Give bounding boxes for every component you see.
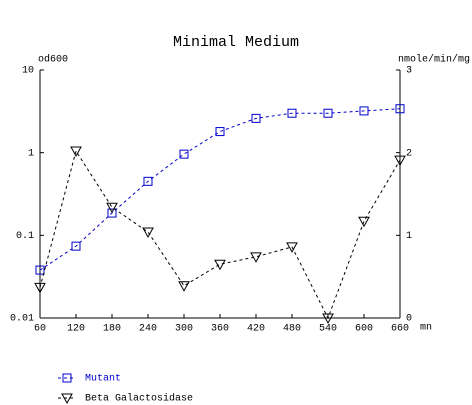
marker [323, 108, 333, 118]
x-tick-label: 420 [247, 324, 265, 335]
y-tick-label: 10 [22, 66, 34, 77]
marker [70, 146, 82, 158]
marker [215, 127, 225, 137]
x-tick-label: 660 [391, 324, 409, 335]
y-tick-label: 0.01 [10, 314, 34, 325]
marker [179, 149, 189, 159]
x-tick-label: 480 [283, 324, 301, 335]
marker [250, 252, 262, 263]
marker [287, 108, 297, 118]
y2-tick-label: 2 [406, 148, 412, 159]
x-tick-label: 240 [139, 324, 157, 335]
marker [394, 155, 406, 167]
marker [286, 242, 298, 253]
marker [62, 373, 72, 383]
x-tick-label: 600 [355, 324, 373, 335]
y-tick-label: 0.1 [16, 231, 34, 242]
x-tick-label: 300 [175, 324, 193, 335]
x-axis-label: mn [420, 323, 432, 334]
legend-label: Beta Galactosidase [85, 393, 193, 405]
y2-tick-label: 3 [406, 66, 412, 77]
marker [107, 208, 117, 218]
y2-axis-label: nmole/min/mg [398, 54, 470, 66]
marker [143, 176, 153, 186]
marker [34, 282, 46, 294]
marker [61, 393, 73, 405]
marker [35, 265, 45, 275]
marker [71, 241, 81, 251]
series-line [39, 149, 401, 320]
y-axis-label: od600 [38, 54, 68, 66]
marker [395, 104, 405, 114]
marker [251, 113, 261, 123]
legend-label: Mutant [85, 374, 121, 385]
marker [142, 227, 154, 239]
marker [106, 202, 118, 214]
marker [359, 106, 369, 116]
y2-tick-label: 0 [406, 314, 412, 325]
marker [322, 313, 334, 325]
x-tick-label: 180 [103, 324, 121, 335]
x-tick-label: 120 [67, 324, 85, 335]
x-tick-label: 540 [319, 324, 337, 335]
marker [358, 216, 370, 228]
marker [178, 281, 190, 292]
x-tick-label: 60 [34, 324, 46, 335]
marker [214, 259, 226, 271]
series-line [39, 108, 401, 271]
y2-tick-label: 1 [406, 231, 412, 242]
y-tick-label: 1 [28, 148, 34, 159]
chart-title: Minimal Medium [173, 34, 299, 51]
x-tick-label: 360 [211, 324, 229, 335]
